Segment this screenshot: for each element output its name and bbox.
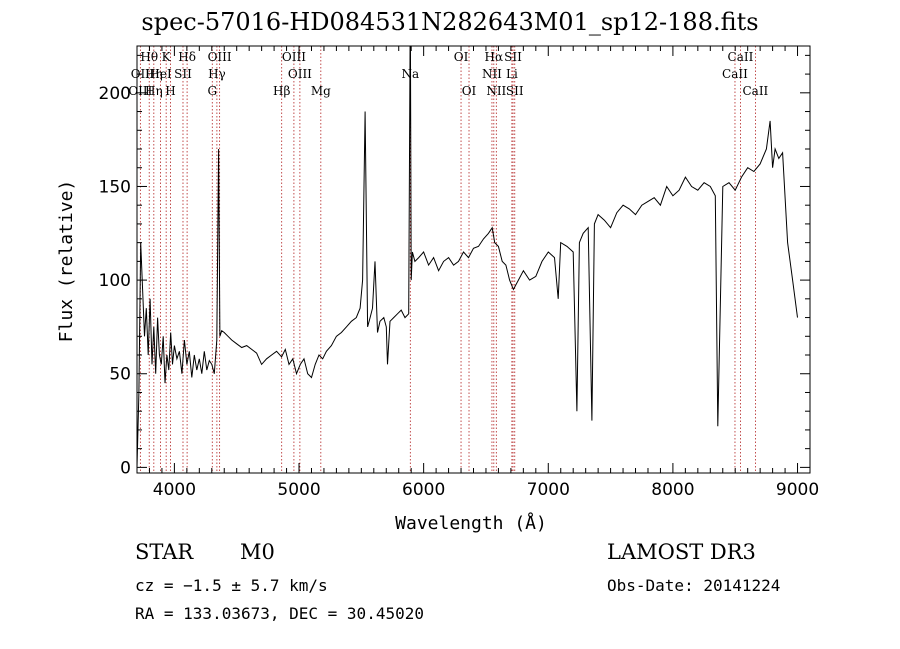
line-label: Hγ <box>208 67 226 81</box>
line-label: OI <box>462 84 477 98</box>
y-axis: 0 50 100 150 200 <box>99 54 810 478</box>
line-label: OIII <box>208 50 232 64</box>
subclass: M0 <box>240 540 275 564</box>
obs-date: Obs-Date: 20141224 <box>607 576 781 595</box>
line-label: Hβ <box>273 84 290 98</box>
line-label: OIII <box>128 84 152 98</box>
line-label: Mg <box>311 84 331 98</box>
survey-name: LAMOST DR3 <box>607 540 756 564</box>
line-label: Li <box>506 67 518 81</box>
line-markers <box>139 46 756 473</box>
line-label: Hθ <box>140 50 158 64</box>
line-label: NII <box>486 84 506 98</box>
x-tick-label: 9000 <box>776 480 819 500</box>
line-label: CaII <box>722 67 748 81</box>
x-tick-label: 6000 <box>402 480 445 500</box>
line-label: Hα <box>485 50 504 64</box>
line-label: HeI <box>149 67 172 81</box>
line-label: Hη <box>145 84 163 98</box>
y-tick-label: 0 <box>120 458 131 478</box>
y-axis-label: Flux (relative) <box>56 180 77 343</box>
x-axis: 4000 5000 6000 7000 8000 9000 <box>136 46 819 500</box>
line-label: CaII <box>742 84 768 98</box>
coordinates: RA = 133.03673, DEC = 30.45020 <box>135 604 424 623</box>
y-tick-label: 200 <box>99 84 131 104</box>
plot-frame <box>136 45 811 474</box>
line-label: SII <box>174 67 192 81</box>
y-tick-label: 50 <box>109 365 131 385</box>
x-tick-label: 5000 <box>277 480 320 500</box>
line-label: CaII <box>728 50 754 64</box>
line-label: G <box>207 84 217 98</box>
x-tick-label: 4000 <box>153 480 196 500</box>
line-label: SII <box>506 84 524 98</box>
line-label: K <box>162 50 172 64</box>
line-label: SII <box>504 50 522 64</box>
redshift-readout: cz = −1.5 ± 5.7 km/s <box>135 576 328 595</box>
line-label: OI <box>454 50 469 64</box>
line-label: H <box>165 84 175 98</box>
x-tick-label: 7000 <box>527 480 570 500</box>
line-label: OIII <box>288 67 312 81</box>
line-label: OIII <box>282 50 306 64</box>
line-label: Hδ <box>178 50 196 64</box>
y-tick-label: 100 <box>99 271 131 291</box>
chart-title: spec-57016-HD084531N282643M01_sp12-188.f… <box>141 8 759 36</box>
line-label: NII <box>482 67 502 81</box>
x-tick-label: 8000 <box>651 480 694 500</box>
x-axis-label: Wavelength (Å) <box>395 512 547 534</box>
y-tick-label: 150 <box>99 177 131 197</box>
line-label: Hη <box>145 67 163 81</box>
spectrum-line <box>137 46 798 468</box>
object-type: STAR <box>135 540 194 564</box>
